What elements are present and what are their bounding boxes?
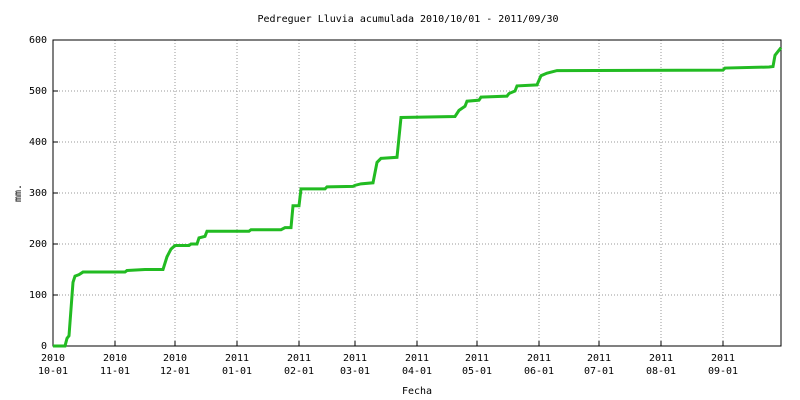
x-tick-label: 12-01	[160, 366, 190, 377]
plot-frame	[52, 39, 782, 347]
x-tick-label: 2011	[465, 353, 489, 364]
x-tick-label: 2011	[343, 353, 367, 364]
x-tick-label: 11-01	[100, 366, 130, 377]
data-line	[53, 46, 783, 348]
x-tick-label: 2010	[103, 353, 127, 364]
x-tick-label: 2011	[649, 353, 673, 364]
y-tick-label: 600	[29, 35, 47, 46]
x-tick-label: 04-01	[402, 366, 432, 377]
x-tick-label: 10-01	[38, 366, 68, 377]
y-tick-label: 300	[29, 188, 47, 199]
x-tick-label: 2011	[587, 353, 611, 364]
x-tick-label: 07-01	[584, 366, 614, 377]
x-tick-label: 08-01	[646, 366, 676, 377]
x-tick-label: 03-01	[340, 366, 370, 377]
x-tick-label: 09-01	[708, 366, 738, 377]
x-tick-label: 2011	[287, 353, 311, 364]
x-tick-label: 2010	[163, 353, 187, 364]
x-tick-label: 05-01	[462, 366, 492, 377]
y-tick-label: 200	[29, 239, 47, 250]
y-tick-label: 400	[29, 137, 47, 148]
y-tick-label: 100	[29, 290, 47, 301]
chart-title: Pedreguer Lluvia acumulada 2010/10/01 - …	[257, 14, 558, 25]
x-tick-label: 06-01	[524, 366, 554, 377]
x-tick-label: 02-01	[284, 366, 314, 377]
y-axis-label: mm.	[13, 184, 24, 202]
y-tick-label: 500	[29, 86, 47, 97]
x-tick-label: 2010	[41, 353, 65, 364]
x-tick-label: 2011	[527, 353, 551, 364]
x-tick-label: 2011	[711, 353, 735, 364]
x-axis-label: Fecha	[402, 386, 432, 397]
x-tick-label: 2011	[405, 353, 429, 364]
y-tick-label: 0	[41, 341, 47, 352]
x-tick-label: 2011	[225, 353, 249, 364]
x-tick-label: 01-01	[222, 366, 252, 377]
